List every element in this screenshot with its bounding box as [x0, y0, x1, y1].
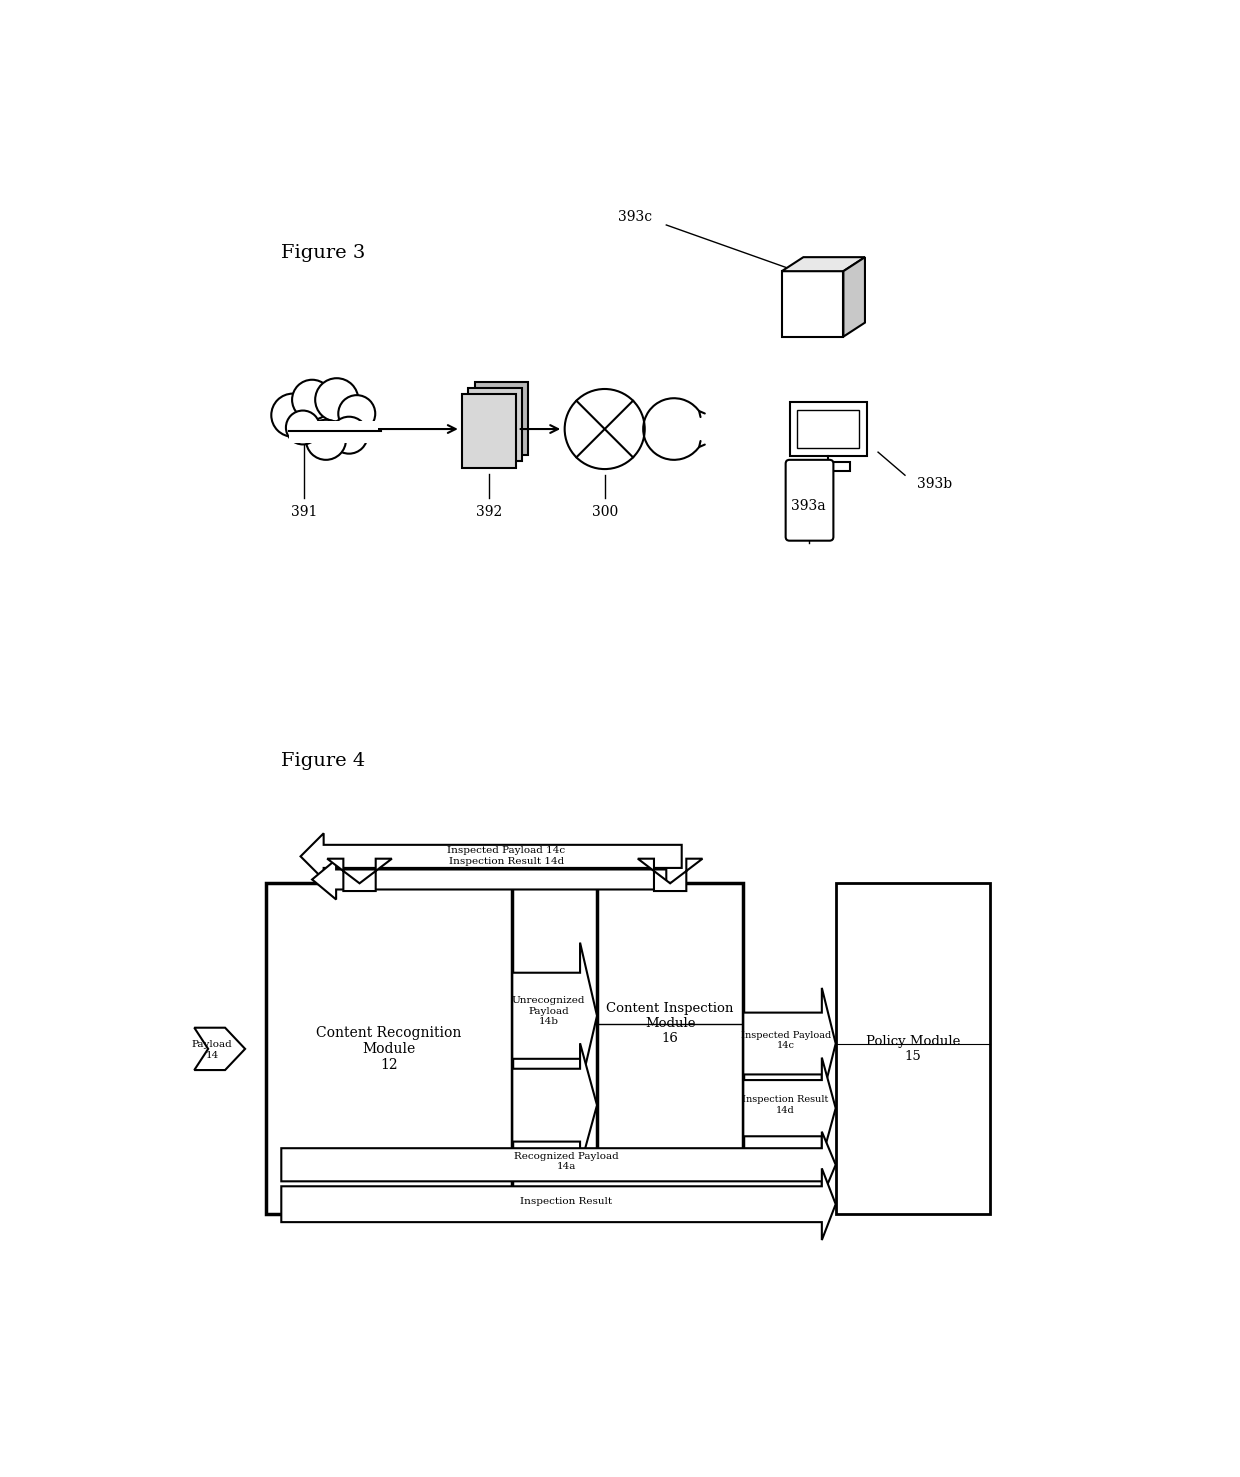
Text: 300: 300	[591, 505, 618, 520]
Bar	[796, 474, 823, 526]
Text: Payload: Payload	[192, 1040, 232, 1049]
Polygon shape	[843, 257, 866, 337]
Text: Figure 3: Figure 3	[281, 244, 366, 263]
Bar	[596, 883, 743, 1164]
Polygon shape	[743, 988, 836, 1099]
Polygon shape	[312, 860, 666, 899]
Bar	[265, 883, 512, 1214]
Text: 14: 14	[206, 1050, 218, 1059]
Polygon shape	[512, 942, 596, 1089]
Polygon shape	[327, 858, 392, 891]
Text: Content Recognition
Module
12: Content Recognition Module 12	[316, 1025, 461, 1072]
Text: Policy Module
15: Policy Module 15	[866, 1035, 960, 1063]
Polygon shape	[195, 1028, 246, 1069]
Bar	[289, 421, 377, 443]
Polygon shape	[512, 1043, 596, 1167]
Text: Inspection Result: Inspection Result	[520, 1198, 613, 1207]
Circle shape	[564, 388, 645, 470]
Polygon shape	[781, 257, 866, 272]
Polygon shape	[281, 1131, 836, 1198]
Circle shape	[272, 393, 315, 437]
Circle shape	[315, 378, 358, 421]
Polygon shape	[637, 858, 703, 891]
Text: Figure 4: Figure 4	[281, 752, 366, 771]
Text: 392: 392	[476, 505, 502, 520]
Bar	[475, 383, 528, 455]
Circle shape	[293, 380, 332, 419]
Bar	[469, 388, 522, 461]
Polygon shape	[743, 1058, 836, 1159]
Text: Unrecognized
Payload
14b: Unrecognized Payload 14b	[512, 997, 585, 1027]
Polygon shape	[300, 833, 682, 879]
Text: Inspection Result
14d: Inspection Result 14d	[743, 1096, 828, 1115]
Bar	[797, 409, 859, 449]
Bar	[790, 402, 867, 456]
Bar	[836, 883, 990, 1214]
Circle shape	[339, 396, 376, 433]
Bar	[806, 462, 849, 471]
Bar	[781, 272, 843, 337]
Text: 393b: 393b	[916, 477, 951, 492]
Text: Inspected Payload 14c: Inspected Payload 14c	[448, 846, 565, 855]
Circle shape	[286, 411, 320, 445]
Bar	[463, 394, 516, 468]
Text: 393a: 393a	[791, 499, 826, 513]
Polygon shape	[281, 1168, 836, 1241]
Text: Inspection Result 14d: Inspection Result 14d	[449, 857, 564, 867]
Circle shape	[306, 419, 346, 459]
Circle shape	[331, 417, 367, 453]
FancyBboxPatch shape	[786, 459, 833, 541]
Text: 391: 391	[291, 505, 317, 520]
Text: 393c: 393c	[619, 210, 652, 225]
Text: Inspected Payload
14c: Inspected Payload 14c	[740, 1031, 831, 1050]
Text: Recognized Payload
14a: Recognized Payload 14a	[513, 1152, 619, 1171]
Text: Content Inspection
Module
16: Content Inspection Module 16	[606, 1003, 734, 1046]
